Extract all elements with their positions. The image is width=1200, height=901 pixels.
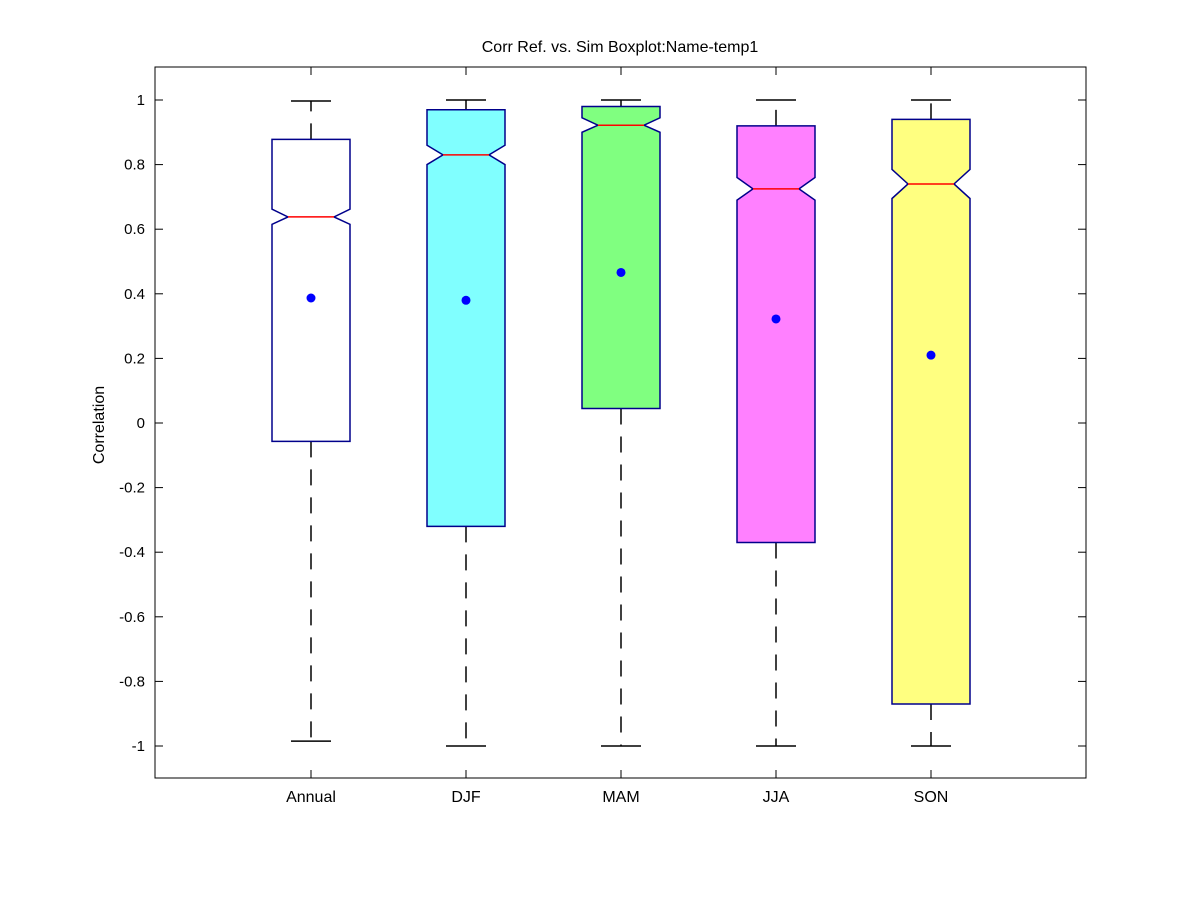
plot-area: 1 0.8 0.6 0.4 0.2 0 -0.2 -0.4 -0.6 -0.8 -1 Annual DJ… [119, 66, 1087, 806]
x-tick-label: DJF [451, 789, 481, 806]
y-tick-label: 1 [137, 92, 145, 109]
chart-title: Corr Ref. vs. Sim Boxplot:Name-temp1 [482, 39, 759, 56]
y-tick-label: -0.6 [119, 609, 145, 626]
box-annual [271, 138, 351, 443]
x-tick-label: JJA [763, 789, 790, 806]
mean-marker [461, 295, 471, 305]
y-axis-label: Correlation [91, 386, 108, 464]
y-tick-label: -0.4 [119, 544, 145, 561]
mean-marker [306, 293, 316, 303]
box-jja [736, 125, 816, 544]
box-mam [581, 105, 661, 410]
mean-marker [771, 314, 781, 324]
y-tick-label: -0.8 [119, 673, 145, 690]
box-son [891, 118, 971, 705]
y-tick-label: 0.8 [124, 157, 145, 174]
y-tick-label: 0 [137, 415, 145, 432]
y-tick-label: 0.2 [124, 350, 145, 367]
mean-marker [616, 267, 626, 277]
x-tick-label: MAM [602, 789, 639, 806]
x-tick-label: Annual [286, 789, 336, 806]
x-tick-label: SON [914, 789, 949, 806]
y-tick-label: 0.6 [124, 221, 145, 238]
mean-marker [926, 350, 936, 360]
y-tick-label: -1 [132, 738, 145, 755]
y-tick-label: 0.4 [124, 286, 145, 303]
y-tick-label: -0.2 [119, 480, 145, 497]
box-djf [426, 108, 506, 528]
